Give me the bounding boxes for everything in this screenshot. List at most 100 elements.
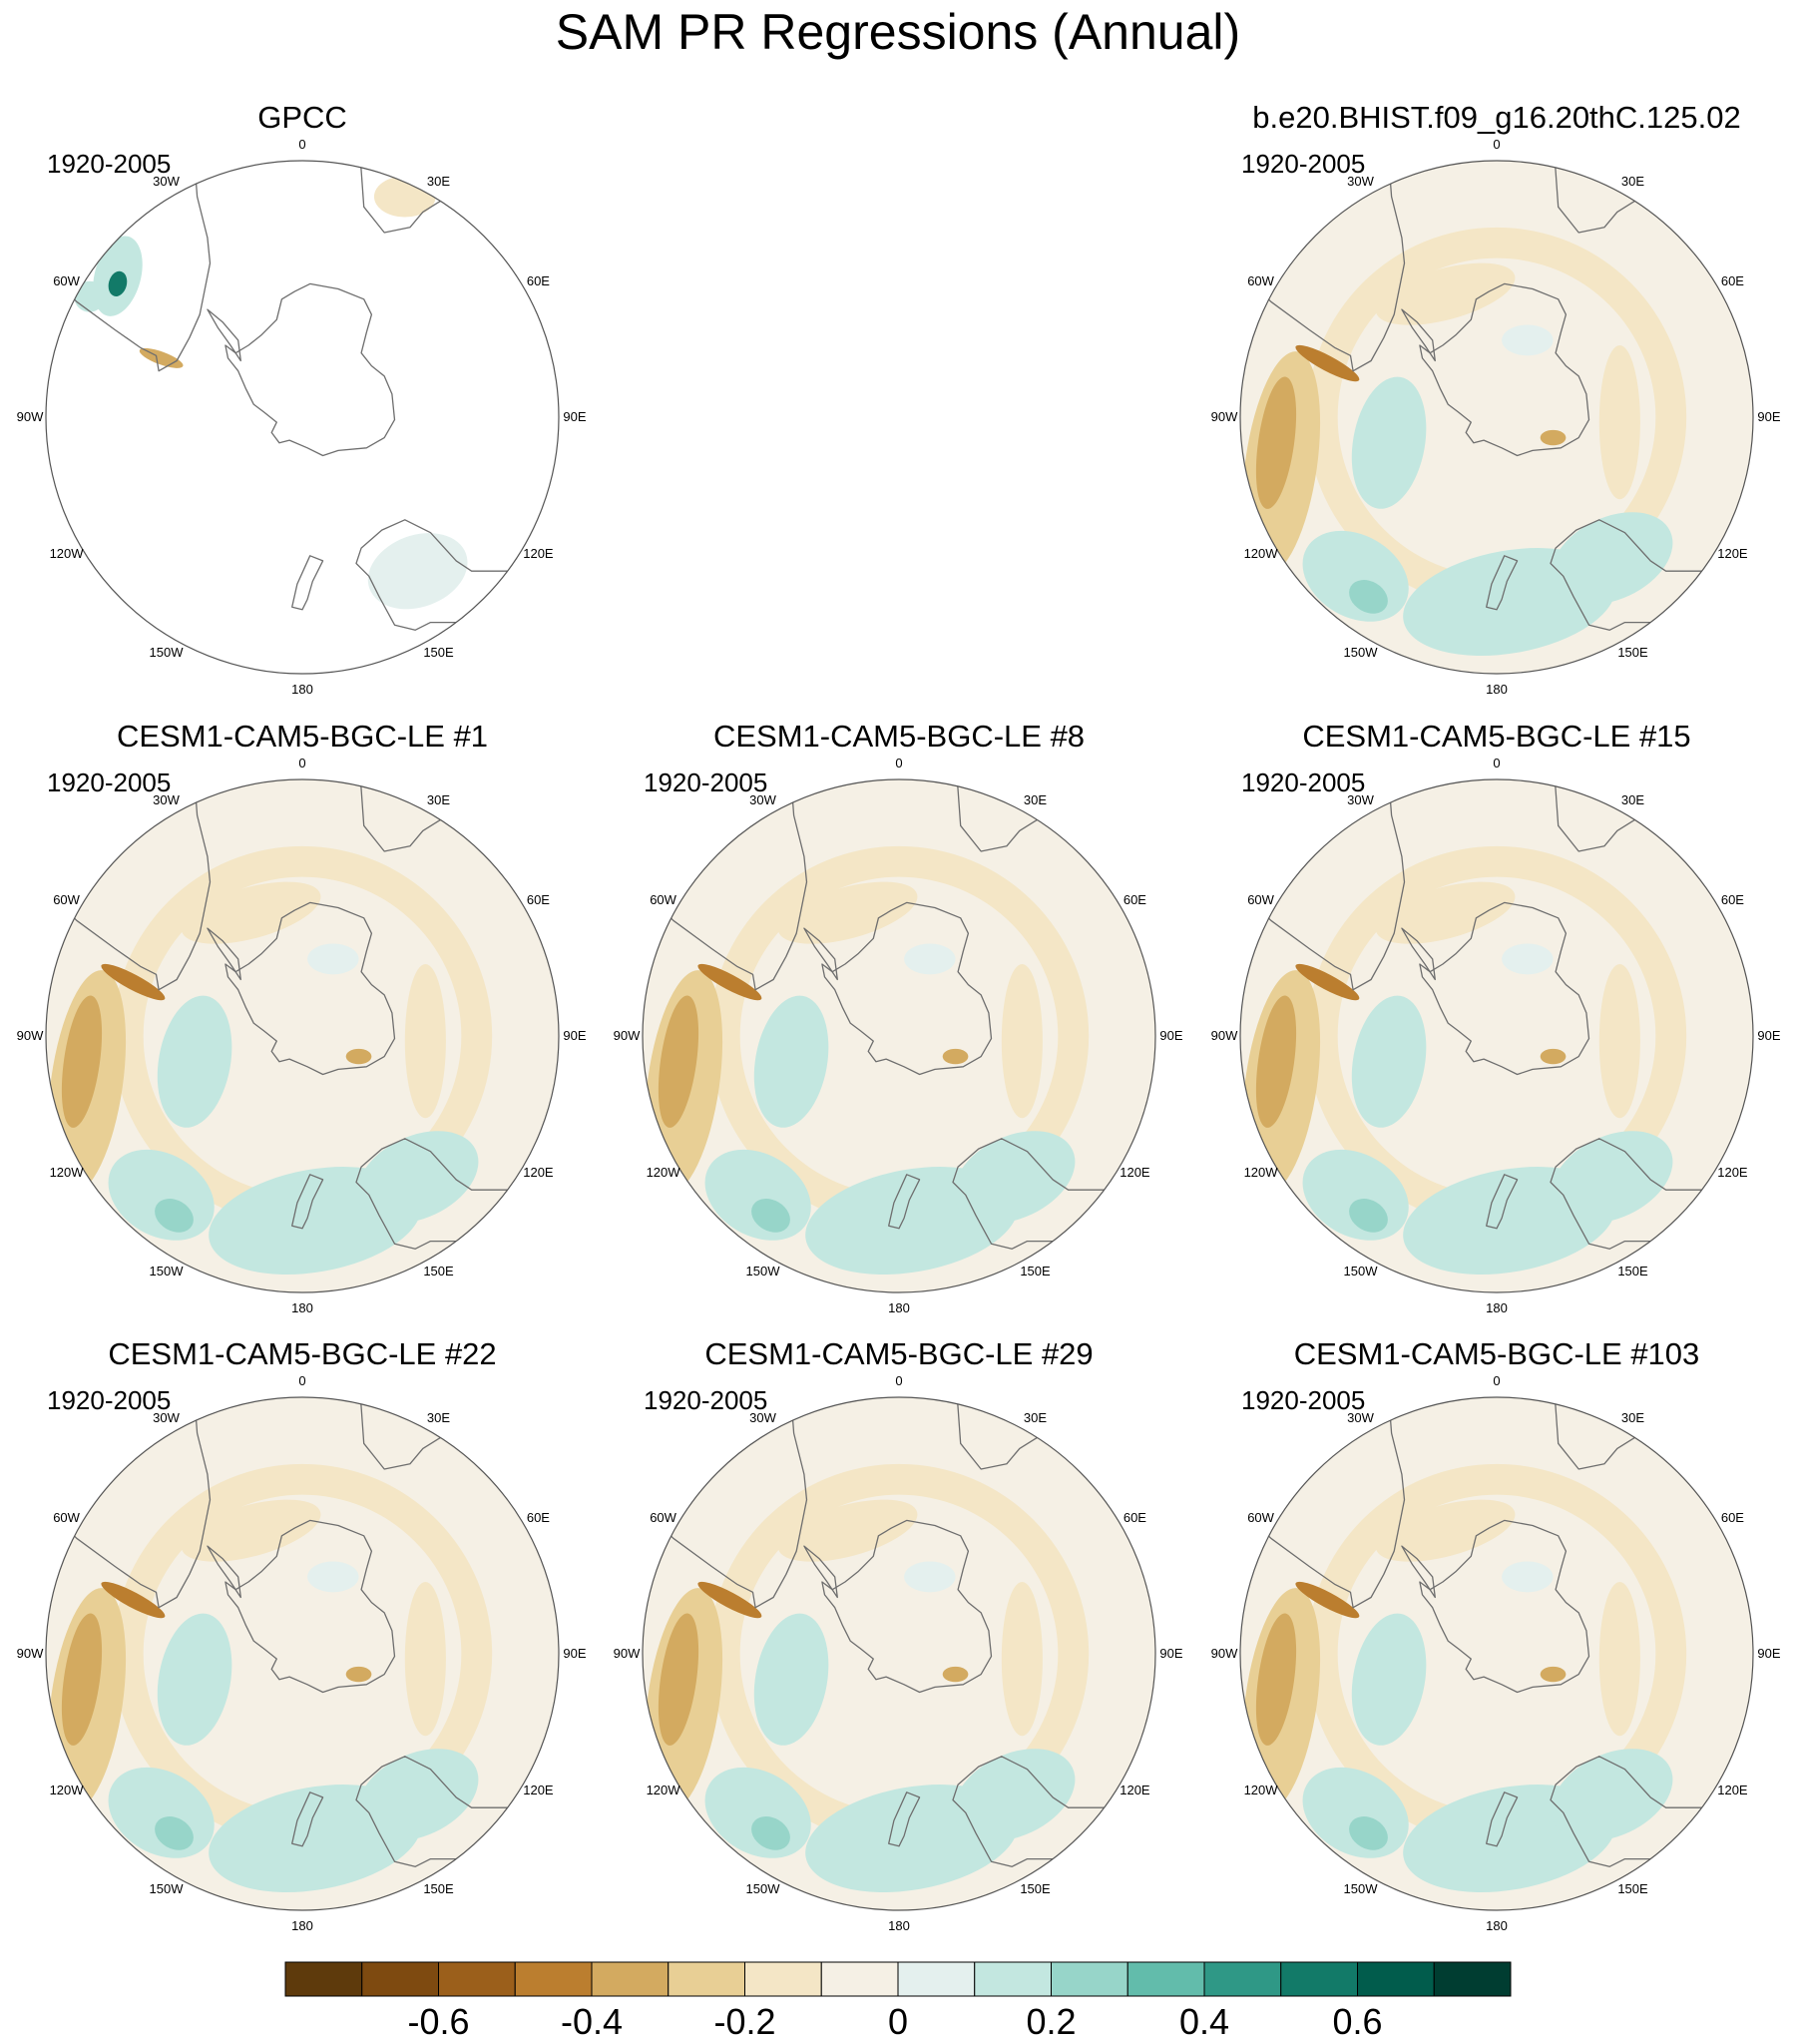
- longitude-label: 0: [1493, 756, 1501, 770]
- longitude-label: 150E: [1617, 645, 1648, 661]
- longitude-label: 60E: [526, 272, 550, 288]
- longitude-label: 30W: [1347, 173, 1374, 189]
- longitude-label: 30E: [1620, 1409, 1645, 1425]
- longitude-label: 30E: [426, 173, 451, 189]
- field-contour: [356, 1131, 479, 1224]
- longitude-label: 150W: [149, 645, 184, 661]
- field-contour: [1255, 995, 1297, 1128]
- colorbar-tick-label: 0.2: [1026, 2001, 1077, 2042]
- colorbar-swatch: [1357, 1961, 1435, 1997]
- antarctica-coastline: [224, 282, 396, 457]
- field-contour: [1255, 1613, 1297, 1746]
- longitude-label: 30W: [749, 791, 776, 807]
- field-contour: [61, 995, 103, 1128]
- longitude-label: 120W: [49, 1782, 84, 1797]
- polar-map: [45, 778, 560, 1293]
- field-contour: [101, 963, 166, 1001]
- field-contour: [404, 964, 446, 1119]
- antarctica-coastline: [224, 1519, 396, 1694]
- field-contour: [1337, 876, 1656, 1196]
- period-label: 1920-2005: [1241, 1385, 1366, 1415]
- field-contour: [739, 1494, 1059, 1813]
- antarctica-coastline: [1419, 901, 1590, 1076]
- period-label: 1920-2005: [47, 767, 172, 797]
- colorbar-swatch: [1126, 1961, 1205, 1997]
- field-contour: [751, 1199, 790, 1233]
- colorbar-swatch: [1433, 1961, 1512, 1997]
- field-contour: [1337, 257, 1656, 577]
- antarctica-coastline: [821, 901, 993, 1076]
- colorbar-swatch: [897, 1961, 976, 1997]
- polar-map: [642, 1396, 1156, 1911]
- field-contour: [1337, 1494, 1656, 1813]
- longitude-label: 30E: [426, 791, 451, 807]
- period-label: 1920-2005: [644, 767, 768, 797]
- polar-map: [1239, 160, 1754, 675]
- field-contour: [1540, 1048, 1567, 1065]
- new-zealand-coastline: [1486, 1174, 1519, 1230]
- longitude-label: 90W: [16, 409, 44, 424]
- longitude-label: 150E: [423, 1264, 454, 1279]
- field-contour: [777, 1499, 918, 1562]
- colorbar-swatch: [284, 1961, 363, 1997]
- map-border: [642, 778, 1156, 1293]
- longitude-label: 90W: [613, 1028, 641, 1043]
- longitude-label: 90W: [16, 1028, 44, 1043]
- longitude-label: 150W: [1343, 1264, 1378, 1279]
- field-contour: [1502, 324, 1554, 356]
- field-contour: [404, 1582, 446, 1737]
- longitude-label: 0: [1493, 1373, 1501, 1388]
- longitude-label: 120W: [646, 1782, 680, 1797]
- field-contour: [751, 1816, 790, 1850]
- longitude-label: 90E: [1159, 1646, 1183, 1661]
- field-contour: [1351, 1613, 1427, 1746]
- peninsula-coastline: [207, 927, 241, 981]
- field-contour: [953, 1131, 1076, 1224]
- peninsula-coastline: [207, 308, 241, 362]
- colorbar-swatch: [438, 1961, 516, 1997]
- polar-map: [45, 1396, 560, 1911]
- longitude-label: 90E: [1757, 1646, 1781, 1661]
- field-contour: [904, 1561, 956, 1593]
- field-contour: [181, 881, 321, 944]
- colorbar-swatch: [514, 1961, 593, 1997]
- field-contour: [1551, 1749, 1673, 1841]
- africa-coastline: [1552, 779, 1651, 852]
- polar-map: [1239, 1396, 1754, 1911]
- field-contour: [1349, 580, 1388, 614]
- longitude-label: 150E: [1020, 1264, 1051, 1279]
- field-contour: [1255, 376, 1297, 509]
- field-contour: [155, 1816, 194, 1850]
- longitude-label: 30E: [1023, 1409, 1048, 1425]
- map-border: [45, 160, 560, 675]
- colorbar-tick-label: -0.4: [560, 2001, 624, 2042]
- longitude-label: 120W: [646, 1164, 680, 1180]
- field-contour: [307, 1561, 359, 1593]
- panel-title: CESM1-CAM5-BGC-LE #1: [116, 719, 489, 754]
- field-contour: [739, 876, 1059, 1196]
- period-label: 1920-2005: [1241, 767, 1366, 797]
- field-contour: [697, 1581, 762, 1619]
- longitude-label: 150E: [423, 1881, 454, 1897]
- field-contour: [658, 995, 699, 1128]
- longitude-label: 120E: [1717, 1164, 1748, 1180]
- field-contour: [1551, 512, 1673, 605]
- longitude-label: 60W: [1247, 1509, 1274, 1525]
- longitude-label: 60E: [1720, 1509, 1744, 1525]
- longitude-label: 90W: [1210, 1028, 1238, 1043]
- peninsula-coastline: [1401, 1545, 1436, 1599]
- new-zealand-coastline: [291, 555, 324, 611]
- field-contour: [1295, 344, 1360, 382]
- longitude-label: 150W: [149, 1264, 184, 1279]
- africa-coastline: [357, 1397, 457, 1470]
- longitude-label: 90E: [563, 409, 587, 424]
- longitude-label: 120E: [523, 1164, 554, 1180]
- longitude-label: 150W: [1343, 1881, 1378, 1897]
- period-label: 1920-2005: [47, 149, 172, 179]
- longitude-label: 0: [1493, 137, 1501, 152]
- field-contour: [1001, 1582, 1043, 1737]
- new-zealand-coastline: [888, 1174, 921, 1230]
- longitude-label: 150W: [745, 1264, 780, 1279]
- longitude-label: 30W: [1347, 791, 1374, 807]
- longitude-label: 120E: [1120, 1782, 1150, 1797]
